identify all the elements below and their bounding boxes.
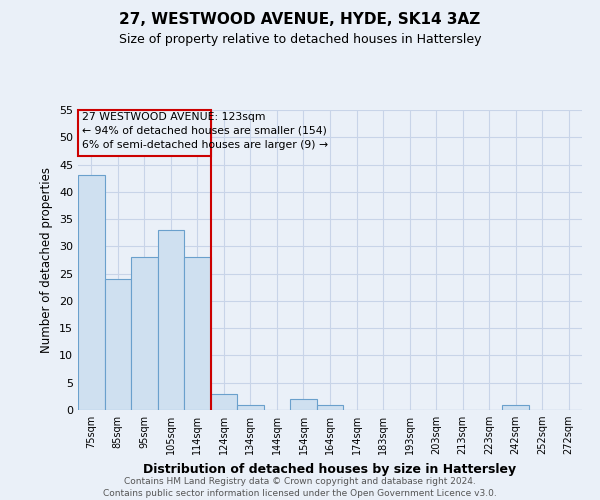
X-axis label: Distribution of detached houses by size in Hattersley: Distribution of detached houses by size …	[143, 462, 517, 475]
Bar	[502, 404, 529, 410]
Bar	[184, 258, 211, 410]
Y-axis label: Number of detached properties: Number of detached properties	[40, 167, 53, 353]
Bar	[104, 279, 131, 410]
Bar	[131, 258, 158, 410]
Text: Contains public sector information licensed under the Open Government Licence v3: Contains public sector information licen…	[103, 489, 497, 498]
Bar	[290, 399, 317, 410]
Bar	[211, 394, 237, 410]
Bar	[237, 404, 263, 410]
Text: 27 WESTWOOD AVENUE: 123sqm
← 94% of detached houses are smaller (154)
6% of semi: 27 WESTWOOD AVENUE: 123sqm ← 94% of deta…	[82, 112, 328, 150]
Bar	[78, 176, 104, 410]
Text: Contains HM Land Registry data © Crown copyright and database right 2024.: Contains HM Land Registry data © Crown c…	[124, 478, 476, 486]
Bar	[158, 230, 184, 410]
Bar	[317, 404, 343, 410]
Text: 27, WESTWOOD AVENUE, HYDE, SK14 3AZ: 27, WESTWOOD AVENUE, HYDE, SK14 3AZ	[119, 12, 481, 28]
Text: Size of property relative to detached houses in Hattersley: Size of property relative to detached ho…	[119, 32, 481, 46]
FancyBboxPatch shape	[78, 110, 211, 156]
